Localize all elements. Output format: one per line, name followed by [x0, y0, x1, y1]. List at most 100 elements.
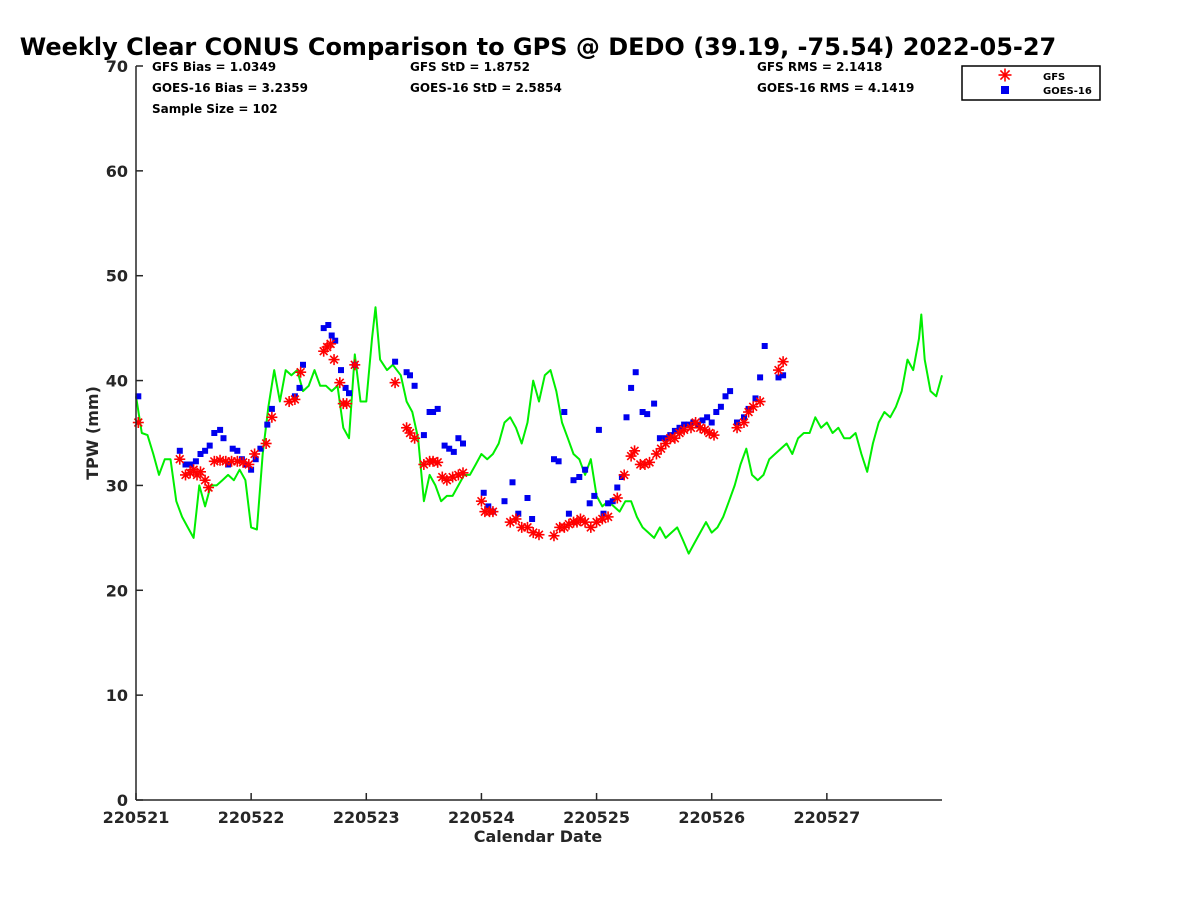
- goes-point: [704, 414, 711, 421]
- legend-goes-marker: [1001, 86, 1009, 94]
- goes-point: [211, 430, 218, 436]
- x-ticks: 220521 220522 220523 220524 220525 220526 2205…: [103, 793, 860, 827]
- goes-point: [206, 442, 213, 449]
- goes-point: [651, 400, 658, 407]
- goes-point: [628, 384, 635, 391]
- legend-goes-label: GOES-16: [1043, 86, 1092, 97]
- goes-point: [757, 374, 764, 381]
- legend-gfs-marker: [998, 68, 1012, 82]
- gfs-point: [295, 366, 307, 378]
- goes-point: [644, 411, 651, 418]
- goes-point: [455, 435, 462, 442]
- gfs-point: [585, 521, 597, 533]
- goes-point: [708, 419, 715, 426]
- goes-point: [392, 358, 399, 365]
- chart-title: Weekly Clear CONUS Comparison to GPS @ D…: [20, 33, 1057, 61]
- stat-gfs-rms: GFS RMS = 2.1418: [757, 60, 882, 74]
- gfs-point: [260, 437, 272, 449]
- goes-point: [300, 361, 306, 368]
- gfs-point: [708, 429, 720, 441]
- gfs-point: [289, 393, 301, 405]
- goes-point: [252, 456, 259, 463]
- y-tick-label: 60: [106, 162, 128, 181]
- goes-point: [434, 405, 441, 412]
- legend: GFS GOES-16: [961, 65, 1101, 101]
- goes-point: [485, 503, 492, 510]
- gfs-series: [132, 338, 789, 542]
- goes-point: [332, 337, 339, 344]
- goes-point: [614, 484, 621, 491]
- goes-point: [515, 510, 522, 517]
- goes-point: [699, 417, 706, 424]
- goes-point: [605, 500, 612, 507]
- gfs-point: [475, 495, 487, 507]
- goes-point: [268, 405, 275, 412]
- goes-point: [509, 479, 516, 486]
- y-tick-label: 30: [106, 476, 128, 495]
- goes-point: [430, 409, 437, 415]
- gfs-point: [409, 432, 421, 444]
- goes-point: [752, 395, 759, 402]
- goes-point: [717, 403, 724, 410]
- x-axis-label: Calendar Date: [474, 827, 603, 846]
- goes-series: [135, 322, 787, 522]
- gfs-point: [328, 354, 340, 366]
- goes-point: [411, 382, 418, 389]
- goes-point: [524, 495, 531, 501]
- gfs-point: [655, 443, 667, 455]
- x-tick-label: 220526: [678, 808, 745, 827]
- y-ticks: 0 10 20 30 40 50 60 70: [106, 57, 143, 810]
- gfs-point: [266, 411, 278, 423]
- axes: [135, 66, 942, 801]
- gfs-point: [132, 417, 144, 429]
- gfs-point: [548, 530, 560, 542]
- goes-point: [609, 498, 616, 505]
- goes-point: [229, 445, 236, 452]
- gfs-point: [747, 401, 759, 413]
- gps-line: [135, 306, 943, 555]
- goes-point: [570, 477, 577, 484]
- x-tick-label: 220522: [218, 808, 285, 827]
- statistics-block: GFS Bias = 1.0349 GOES-16 Bias = 3.2359 …: [152, 60, 914, 116]
- gfs-point: [772, 364, 784, 376]
- gfs-point: [777, 356, 789, 368]
- goes-point: [407, 372, 413, 379]
- goes-point: [761, 343, 768, 349]
- gfs-point: [660, 437, 672, 449]
- goes-point: [420, 432, 427, 439]
- x-tick-label: 220525: [563, 808, 630, 827]
- goes-point: [727, 388, 734, 395]
- goes-point: [176, 447, 183, 454]
- gfs-point: [194, 466, 206, 478]
- gfs-point: [249, 448, 261, 460]
- goes-point: [342, 384, 349, 391]
- stat-sample-size: Sample Size = 102: [152, 102, 278, 116]
- goes-point: [600, 510, 607, 517]
- goes-point: [296, 384, 303, 391]
- gfs-point: [349, 359, 361, 371]
- goes-point: [328, 332, 335, 339]
- gfs-point: [521, 521, 533, 533]
- y-tick-label: 40: [106, 372, 128, 391]
- goes-point: [780, 372, 787, 379]
- goes-point: [441, 442, 448, 449]
- y-axis-label: TPW (mm): [83, 386, 102, 480]
- goes-point: [197, 451, 204, 457]
- goes-point: [320, 325, 327, 332]
- goes-point: [257, 445, 264, 452]
- goes-point: [501, 498, 508, 505]
- stat-goes-std: GOES-16 StD = 2.5854: [410, 81, 562, 95]
- goes-point: [460, 440, 466, 447]
- legend-gfs-star: [998, 68, 1012, 82]
- gfs-point: [602, 511, 614, 523]
- y-tick-label: 10: [106, 686, 128, 705]
- goes-point: [639, 409, 646, 415]
- gfs-point: [243, 458, 255, 470]
- goes-point: [346, 390, 352, 397]
- y-tick-label: 0: [117, 791, 128, 810]
- gfs-point: [487, 506, 499, 518]
- goes-point: [450, 448, 457, 455]
- goes-point: [555, 458, 562, 465]
- goes-point: [561, 409, 568, 415]
- goes-point: [480, 489, 487, 496]
